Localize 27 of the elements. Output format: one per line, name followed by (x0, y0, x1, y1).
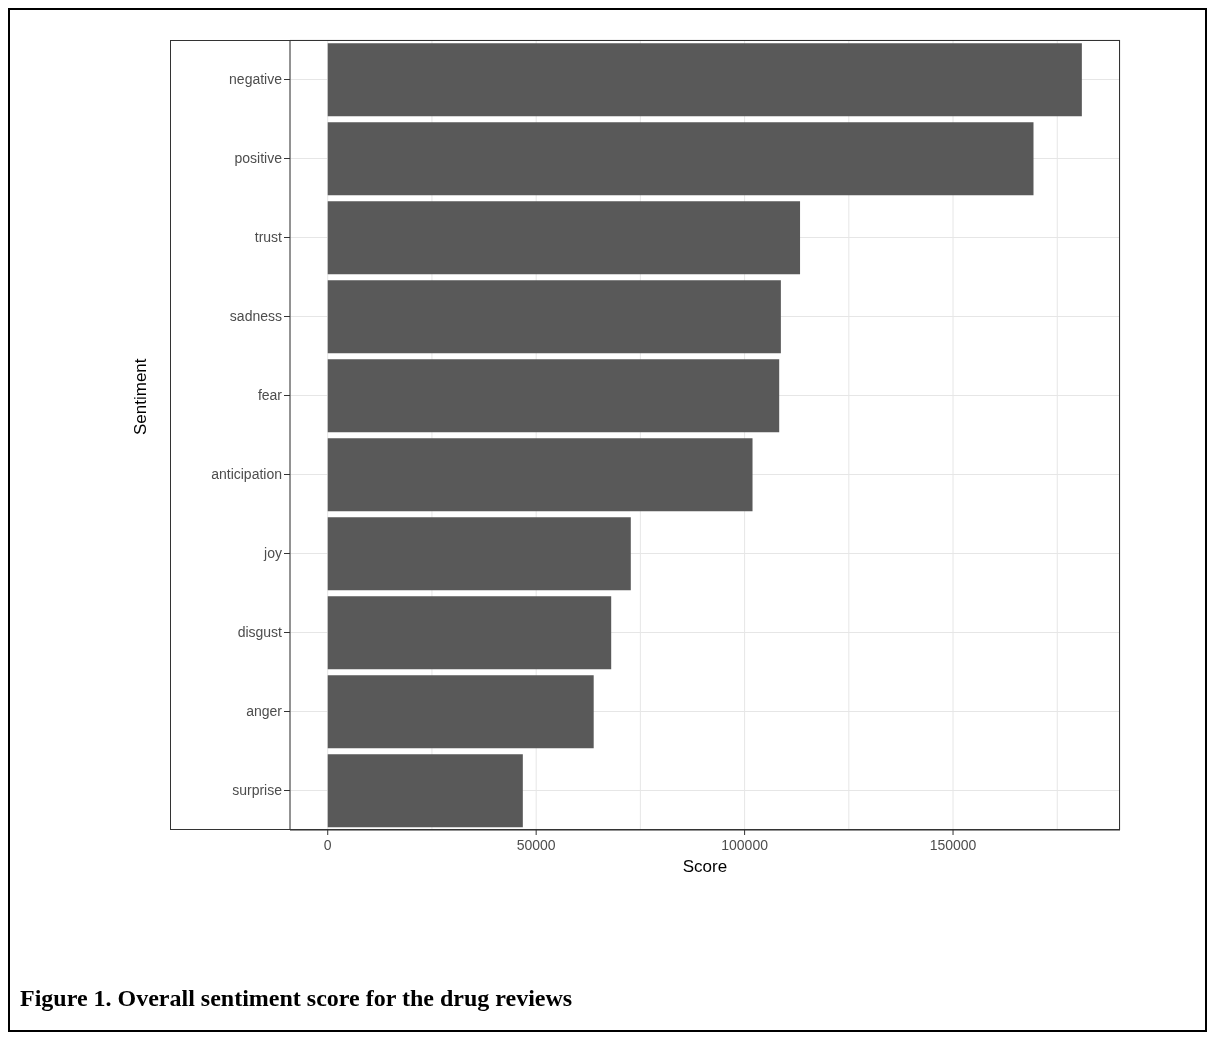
x-tick-label: 100000 (721, 837, 769, 853)
bar (327, 43, 1082, 117)
x-tick-label: 0 (323, 837, 332, 853)
y-tick-label: joy (263, 545, 282, 562)
y-tick-label: fear (257, 387, 283, 404)
x-tick-label: 50000 (516, 837, 556, 853)
bar (327, 754, 523, 828)
y-tick-label: disgust (237, 624, 283, 641)
x-axis-title: Score (682, 857, 728, 876)
x-tick-label: 150000 (929, 837, 977, 853)
bar (327, 596, 612, 670)
caption: Figure 1. Overall sentiment score for the drug reviews (20, 985, 573, 1012)
y-tick-label: anger (246, 703, 283, 720)
y-tick-label: positive (234, 150, 283, 167)
bar (327, 201, 801, 275)
y-tick-label: anticipation (211, 466, 282, 483)
y-tick-label: surprise (232, 782, 283, 799)
y-axis-title: Sentiment (131, 358, 151, 435)
bar (327, 280, 781, 354)
y-tick-label: trust (254, 229, 283, 246)
bar (327, 359, 780, 433)
bar (327, 675, 594, 749)
bar (327, 122, 1034, 196)
bar (327, 517, 631, 591)
y-tick-label: negative (229, 71, 283, 88)
bar (327, 438, 753, 512)
y-tick-label: sadness (229, 308, 282, 325)
